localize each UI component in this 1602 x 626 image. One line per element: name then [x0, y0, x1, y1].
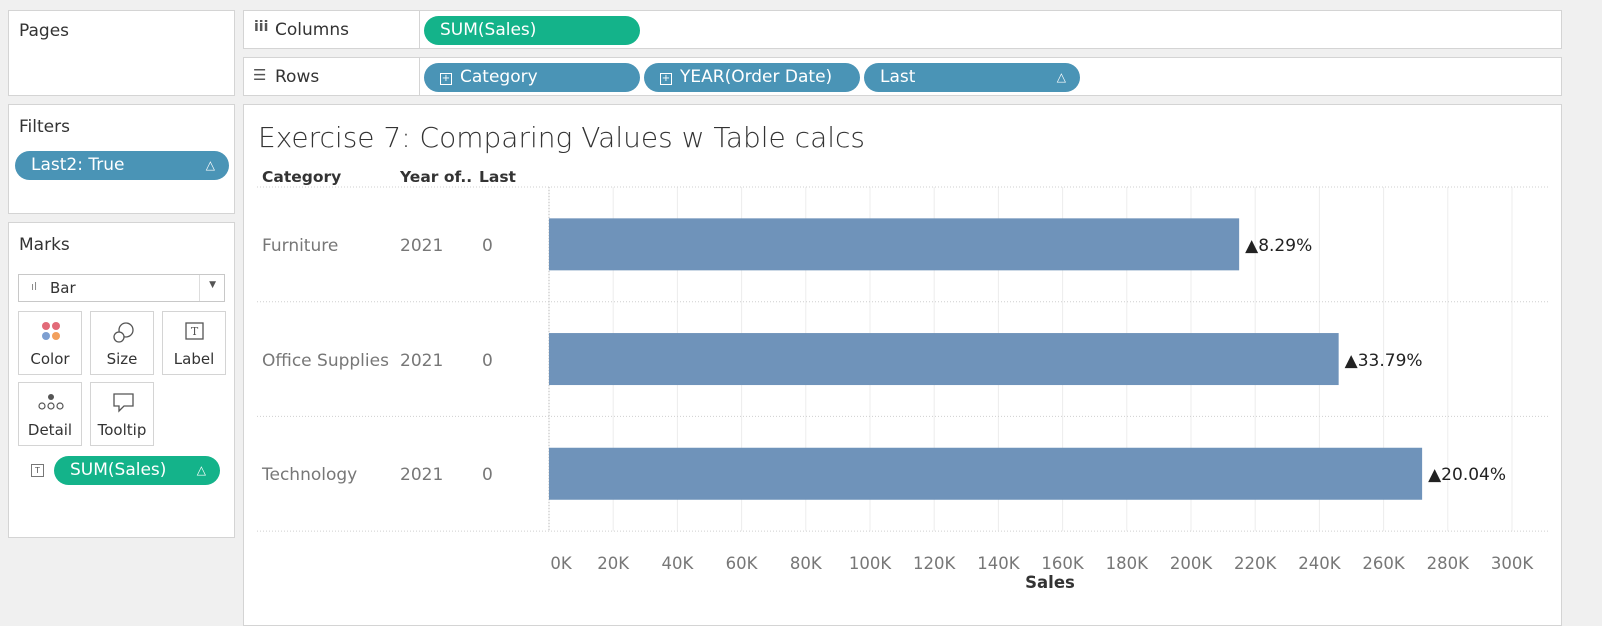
label-icon: T	[185, 322, 204, 340]
filters-panel: Filters Last2: True △	[8, 104, 235, 214]
marks-panel: Marks ıl Bar ▼ Color Size T Label	[8, 222, 235, 538]
marks-title: Marks	[19, 235, 70, 255]
row-last: 0	[482, 236, 493, 256]
x-tick-label: 200K	[1169, 554, 1213, 573]
bar-chart-icon: ıl	[31, 280, 38, 293]
x-tick-label: 260K	[1362, 554, 1405, 573]
delta-icon: △	[1056, 70, 1066, 84]
row-category-furniture: Furniture	[262, 236, 339, 256]
row-last: 0	[482, 351, 493, 371]
tooltip-icon	[113, 393, 134, 413]
row-year: 2021	[400, 236, 444, 256]
mark-type-dropdown[interactable]: ıl Bar ▼	[18, 274, 225, 302]
filters-title: Filters	[19, 117, 70, 137]
color-icon	[42, 322, 60, 340]
x-tick-label: 220K	[1234, 554, 1277, 573]
bar-label: ▲33.79%	[1344, 351, 1423, 371]
header-last: Last	[479, 168, 516, 186]
x-tick-label: 0K	[550, 554, 572, 573]
x-tick-label: 280K	[1426, 554, 1469, 573]
header-year: Year of..	[400, 168, 473, 186]
columns-shelf: iii Columns SUM(Sales)	[243, 10, 1562, 49]
tooltip-button[interactable]: Tooltip	[90, 382, 154, 446]
pages-title: Pages	[19, 21, 70, 41]
rows-icon: ☰	[253, 66, 267, 84]
rows-pill-year-order-date[interactable]: + YEAR(Order Date)	[644, 63, 860, 92]
x-tick-label: 20K	[597, 554, 630, 573]
delta-icon: △	[196, 463, 206, 477]
filter-pill-last2[interactable]: Last2: True △	[15, 151, 229, 180]
columns-label: Columns	[275, 20, 349, 40]
x-tick-label: 120K	[913, 554, 956, 573]
columns-pill-sum-sales[interactable]: SUM(Sales)	[424, 16, 640, 45]
columns-icon: iii	[254, 19, 269, 35]
header-category: Category	[262, 168, 342, 186]
text-label-icon: T	[31, 464, 44, 477]
label-pill-sum-sales[interactable]: SUM(Sales) △	[54, 456, 220, 485]
x-tick-label: 60K	[725, 554, 758, 573]
row-category-office-supplies: Office Supplies	[262, 351, 389, 371]
detail-icon	[38, 394, 64, 410]
rows-pill-last[interactable]: Last △	[864, 63, 1080, 92]
bar-label: ▲8.29%	[1245, 236, 1313, 256]
rows-shelf: ☰ Rows + Category + YEAR(Order Date) Last …	[243, 57, 1562, 96]
row-category-technology: Technology	[262, 465, 358, 485]
x-tick-label: 300K	[1490, 554, 1534, 573]
chevron-down-icon: ▼	[209, 280, 216, 290]
row-year: 2021	[400, 465, 444, 485]
bar-label: ▲20.04%	[1428, 465, 1507, 485]
svg-text:T: T	[191, 325, 199, 338]
rows-label: Rows	[275, 67, 320, 87]
x-tick-label: 40K	[661, 554, 694, 573]
row-year: 2021	[400, 351, 444, 371]
x-tick-label: 140K	[977, 554, 1020, 573]
x-tick-label: 100K	[848, 554, 892, 573]
color-button[interactable]: Color	[18, 311, 82, 375]
detail-button[interactable]: Detail	[18, 382, 82, 446]
rows-pill-category[interactable]: + Category	[424, 63, 640, 92]
size-icon	[113, 322, 134, 343]
label-button[interactable]: T Label	[162, 311, 226, 375]
expand-icon: +	[440, 73, 452, 85]
x-tick-label: 160K	[1041, 554, 1084, 573]
delta-icon: △	[205, 158, 215, 172]
expand-icon: +	[660, 73, 672, 85]
x-axis-label: Sales	[1025, 573, 1075, 592]
x-tick-label: 240K	[1298, 554, 1341, 573]
viz-title: Exercise 7: Comparing Values w Table cal…	[258, 121, 865, 154]
x-tick-label: 180K	[1105, 554, 1148, 573]
size-button[interactable]: Size	[90, 311, 154, 375]
pages-panel: Pages	[8, 10, 235, 96]
row-last: 0	[482, 465, 493, 485]
x-tick-label: 80K	[789, 554, 822, 573]
